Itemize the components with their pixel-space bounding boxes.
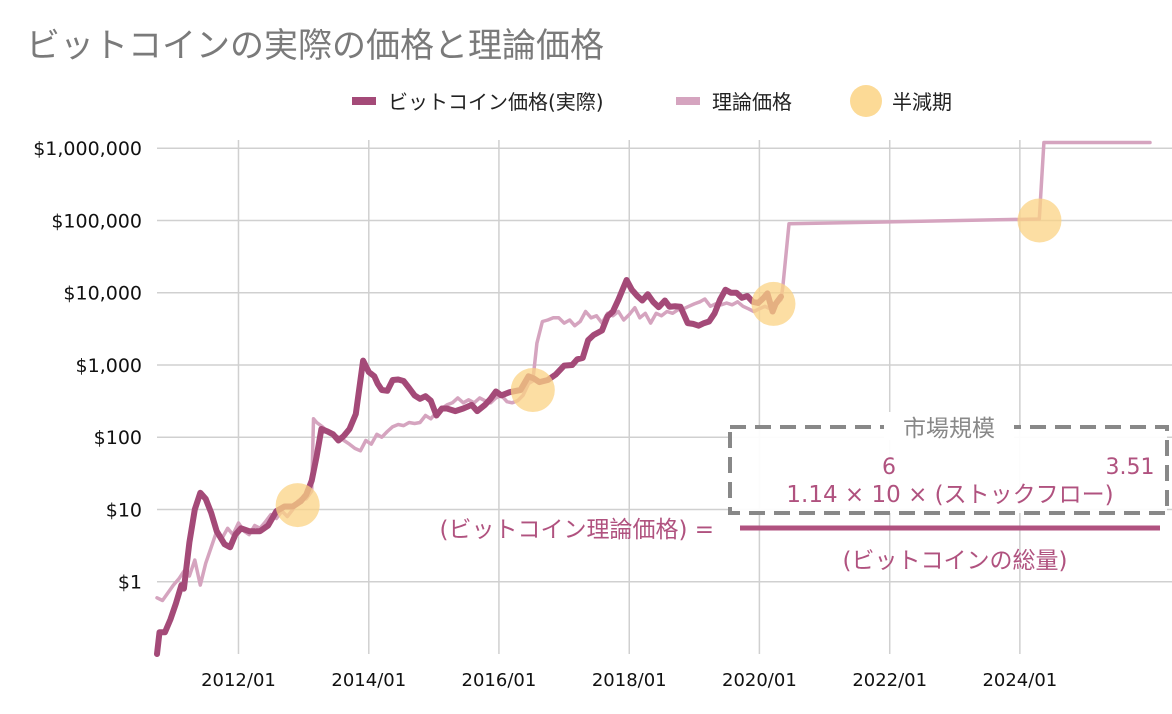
market-cap-label-bg (884, 412, 1014, 440)
halving-marker (510, 368, 555, 413)
x-tick-label: 2012/01 (201, 670, 276, 691)
legend-label-halving: 半減期 (892, 90, 952, 114)
series-theoretical-price (155, 140, 1152, 603)
y-tick-label: $10 (106, 499, 142, 521)
legend-swatch-actual (352, 97, 376, 105)
market-cap-box (728, 425, 1169, 515)
legend-swatch-theoretical (676, 97, 700, 105)
y-tick-label: $100 (94, 427, 142, 449)
market-cap-label: 市場規模 (903, 416, 995, 442)
y-tick-label: $1 (118, 572, 142, 594)
y-tick-label: $100,000 (51, 210, 142, 232)
x-tick-label: 2020/01 (722, 670, 797, 691)
halving-marker (275, 483, 320, 528)
exponent-6: 6 (882, 455, 896, 480)
x-tick-label: 2018/01 (592, 670, 667, 691)
axes: 2012/01 2014/01 2016/01 2018/01 2020/01 2022/… (33, 138, 1057, 691)
series-actual-price (154, 277, 784, 657)
x-tick-label: 2014/01 (331, 670, 406, 691)
x-tick-label: 2024/01 (982, 670, 1057, 691)
legend-swatch-halving (850, 85, 882, 117)
y-tick-label: $10,000 (63, 283, 142, 305)
y-tick-label: $1,000 (76, 355, 142, 377)
legend: ビットコイン価格(実際) 理論価格 半減期 (352, 85, 952, 117)
chart-title: ビットコインの実際の価格と理論価格 (26, 26, 604, 66)
exponent-3-51: 3.51 (1106, 455, 1155, 480)
formula-numerator: 1.14 × 10 × (ストックフロー) (786, 482, 1113, 508)
formula-lhs: (ビットコイン理論価格) = (439, 517, 714, 543)
x-tick-label: 2022/01 (852, 670, 927, 691)
halving-markers (275, 198, 1062, 528)
formula-annotation: 市場規模 6 3.511.14 × 10 × (ストックフロー) (ビットコイン理論価… (439, 412, 1169, 574)
formula-denominator: (ビットコインの総量) (843, 548, 1068, 574)
legend-label-actual: ビットコイン価格(実際) (388, 90, 604, 114)
series-lines (154, 140, 1152, 657)
halving-marker (1017, 198, 1062, 243)
y-tick-label: $1,000,000 (33, 138, 142, 160)
legend-label-theoretical: 理論価格 (712, 90, 792, 114)
x-tick-label: 2016/01 (462, 670, 537, 691)
halving-marker (751, 281, 796, 326)
